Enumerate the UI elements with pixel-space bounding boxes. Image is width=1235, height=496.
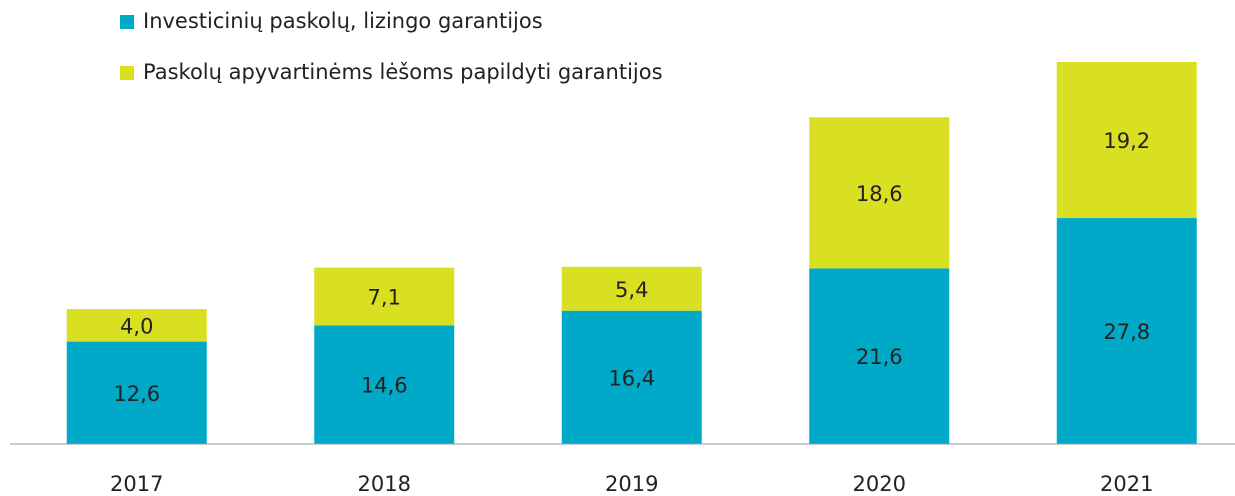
bar-segment <box>66 341 207 444</box>
x-tick-label: 2021 <box>1100 472 1153 496</box>
legend-swatch <box>120 66 134 80</box>
bar-segment <box>314 267 455 326</box>
legend-swatch <box>120 15 134 29</box>
data-label: 7,1 <box>368 285 401 309</box>
data-label: 16,4 <box>608 366 655 390</box>
data-label: 21,6 <box>856 345 903 369</box>
x-tick-label: 2020 <box>853 472 906 496</box>
data-label: 14,6 <box>361 374 408 398</box>
bar-segment <box>66 309 207 342</box>
data-label: 27,8 <box>1103 320 1150 344</box>
data-label: 19,2 <box>1103 129 1150 153</box>
bar-segment <box>1056 218 1197 444</box>
data-label: 4,0 <box>120 314 153 338</box>
bar-segment <box>314 325 455 444</box>
bar-segment <box>809 268 950 444</box>
legend-label: Paskolų apyvartinėms lėšoms papildyti ga… <box>143 60 663 84</box>
x-tick-label: 2017 <box>110 472 163 496</box>
bar-segment <box>809 117 950 269</box>
legend-label: Investicinių paskolų, lizingo garantijos <box>143 9 543 33</box>
bar-segment <box>561 266 702 311</box>
bar-segment <box>1056 62 1197 219</box>
bar-segment <box>561 310 702 444</box>
data-label: 18,6 <box>856 182 903 206</box>
x-tick-label: 2019 <box>605 472 658 496</box>
data-label: 12,6 <box>113 382 160 406</box>
x-tick-label: 2018 <box>358 472 411 496</box>
data-label: 5,4 <box>615 278 648 302</box>
